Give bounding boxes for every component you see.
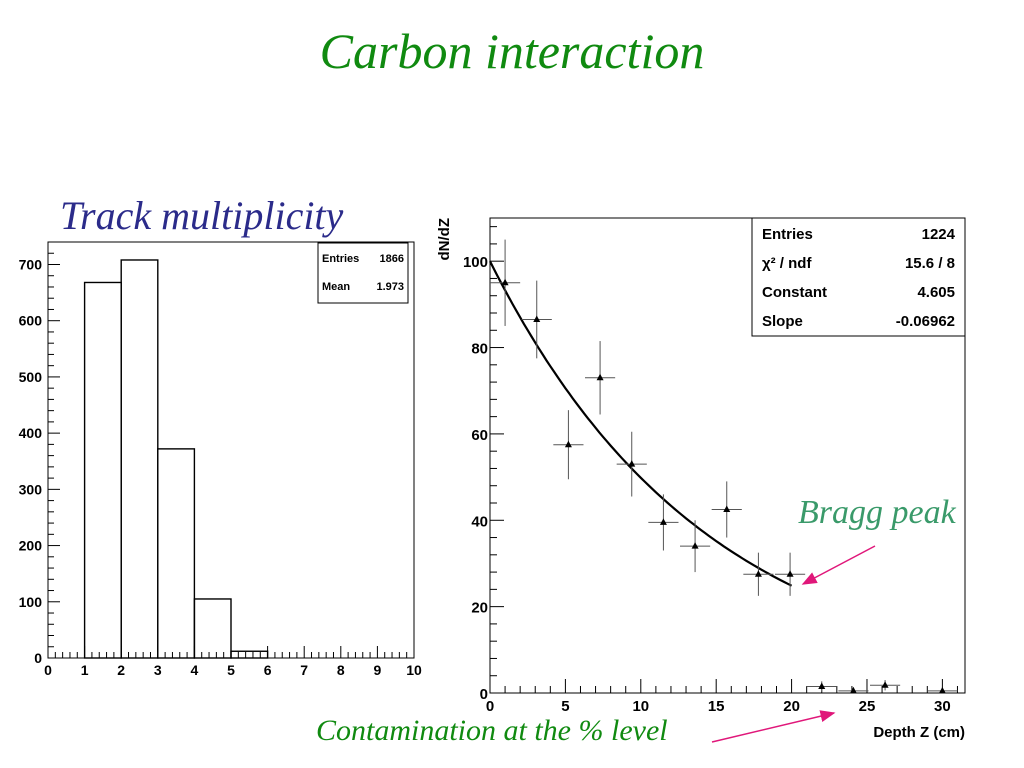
y-tick-label: 20	[471, 600, 488, 617]
histogram-bin	[83, 281, 122, 659]
data-point	[564, 440, 572, 448]
data-point	[501, 278, 509, 286]
bragg-arrow	[801, 545, 876, 585]
stats-box	[751, 217, 966, 337]
y-tick-label: 700	[19, 256, 43, 272]
data-point	[596, 373, 604, 381]
x-tick-label: 4	[191, 662, 199, 678]
x-tick-label: 25	[859, 698, 876, 715]
stats-value: 1866	[380, 253, 404, 265]
stats-label: Entries	[322, 253, 359, 265]
scatter-frame	[489, 217, 966, 694]
y-tick-label: 60	[471, 427, 488, 444]
stats-label: Entries	[762, 226, 813, 243]
stats-value: 15.6 / 8	[905, 255, 955, 272]
x-tick-label: 0	[44, 662, 52, 678]
data-point	[881, 681, 889, 688]
y-tick-label: 40	[471, 513, 488, 530]
x-tick-label: 15	[708, 698, 725, 715]
x-tick-label: 3	[154, 662, 162, 678]
slide-title: Carbon interaction	[319, 23, 705, 79]
histogram-bin	[230, 650, 269, 659]
x-tick-label: 30	[934, 698, 951, 715]
y-tick-label: 600	[19, 313, 43, 329]
x-tick-label: 5	[227, 662, 235, 678]
data-point	[938, 686, 946, 694]
contamination-arrow	[711, 710, 836, 743]
y-tick-label: 100	[463, 254, 488, 271]
histogram-bin	[157, 448, 196, 659]
data-point	[628, 460, 636, 467]
track-multiplicity-title: Track multiplicity	[60, 193, 344, 238]
x-tick-label: 7	[300, 662, 308, 678]
x-tick-label: 10	[406, 662, 422, 678]
data-point	[818, 682, 826, 690]
y-tick-label: 400	[19, 425, 43, 441]
x-tick-label: 8	[337, 662, 345, 678]
y-tick-label: 80	[471, 341, 488, 358]
bragg-peak-label: Bragg peak	[798, 494, 956, 531]
x-tick-label: 5	[561, 698, 569, 715]
x-tick-label: 9	[374, 662, 382, 678]
y-axis-label: dN/dZ	[436, 218, 453, 261]
data-point	[691, 542, 699, 549]
histogram-frame	[47, 241, 415, 659]
y-tick-label: 200	[19, 538, 43, 554]
stats-label: Constant	[762, 284, 827, 301]
stats-value: 1224	[922, 226, 956, 243]
data-point	[723, 505, 731, 512]
histogram-bin	[193, 598, 232, 659]
stats-label: χ² / ndf	[762, 255, 812, 272]
fit-curve	[489, 260, 793, 587]
stats-box	[317, 242, 409, 304]
x-tick-label: 2	[117, 662, 125, 678]
x-tick-label: 10	[632, 698, 649, 715]
x-axis-label: Depth Z (cm)	[873, 724, 965, 741]
stats-value: 1.973	[376, 281, 404, 293]
data-point	[754, 570, 762, 577]
histogram-bin	[120, 259, 159, 659]
data-point	[786, 570, 794, 577]
y-tick-label: 0	[34, 650, 42, 666]
y-tick-label: 0	[480, 686, 488, 703]
data-point	[659, 518, 667, 525]
x-tick-label: 20	[783, 698, 800, 715]
stats-label: Mean	[322, 281, 350, 293]
x-tick-label: 6	[264, 662, 272, 678]
contamination-label: Contamination at the % level	[316, 714, 668, 747]
data-point	[533, 315, 541, 322]
stats-value: -0.06962	[896, 313, 955, 330]
stats-value: 4.605	[917, 284, 955, 301]
y-tick-label: 100	[19, 594, 43, 610]
data-point	[849, 686, 857, 694]
y-tick-label: 300	[19, 481, 43, 497]
x-tick-label: 1	[81, 662, 89, 678]
stats-label: Slope	[762, 313, 803, 330]
y-tick-label: 500	[19, 369, 43, 385]
x-tick-label: 0	[486, 698, 494, 715]
